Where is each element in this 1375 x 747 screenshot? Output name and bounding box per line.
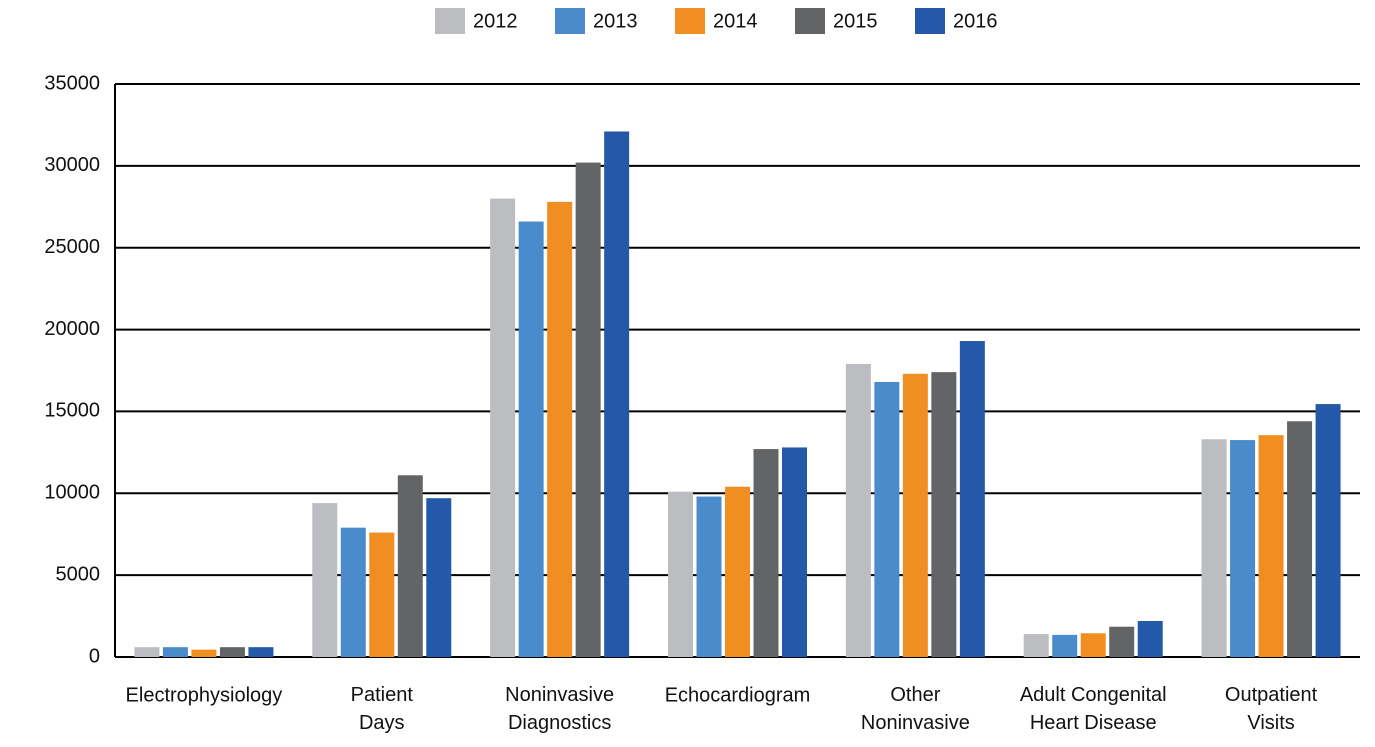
bar [696,496,722,657]
legend-label: 2014 [713,10,758,32]
bar [490,198,516,657]
bar [959,341,985,657]
bar [782,447,807,657]
bar [312,503,338,657]
bar [931,372,957,657]
y-tick-label: 5000 [56,563,101,585]
bar [518,221,544,657]
x-tick-label: Other Noninvasive [861,684,970,734]
bar [1258,435,1284,657]
x-tick-label: Echocardiogram [665,684,811,706]
bar [1287,421,1313,657]
legend-label: 2012 [473,10,518,32]
bar [1052,634,1078,657]
bar [1201,439,1227,657]
bar [874,381,900,657]
bar [604,131,630,657]
y-tick-label: 10000 [44,482,100,504]
bar [397,475,423,657]
bar [162,647,188,657]
bar [340,527,366,657]
legend-label: 2016 [953,10,998,32]
legend-label: 2015 [833,10,878,32]
bar [134,647,160,657]
bar [845,363,871,657]
bar [1080,633,1106,657]
x-tick-label: Noninvasive Diagnostics [505,684,614,734]
bar [426,498,452,657]
bar [1315,404,1341,657]
legend-swatch [555,8,585,34]
legend-swatch [795,8,825,34]
bar [575,162,601,657]
bar [668,491,693,657]
bar [1109,626,1135,657]
x-tick-label: Adult Congenital Heart Disease [1020,684,1167,734]
bar [219,647,245,657]
bar [369,532,395,657]
legend-label: 2013 [593,10,638,32]
bar [902,373,928,657]
y-tick-label: 15000 [44,400,100,422]
bar [725,486,750,657]
y-tick-label: 25000 [44,236,100,258]
x-tick-label: Patient Days [351,684,414,734]
legend-swatch [675,8,705,34]
bar [547,201,573,658]
bar [1137,620,1163,657]
bar [248,647,274,657]
y-tick-label: 0 [89,645,100,667]
x-tick-label: Outpatient Visits [1225,684,1318,734]
bar [753,449,779,657]
y-tick-label: 30000 [44,154,100,176]
legend-swatch [915,8,945,34]
y-tick-label: 35000 [44,72,100,94]
bar [1023,634,1049,657]
y-tick-label: 20000 [44,318,100,340]
legend-swatch [435,8,465,34]
bar [1230,440,1256,657]
bar [191,649,217,657]
x-tick-label: Electrophysiology [126,684,283,706]
